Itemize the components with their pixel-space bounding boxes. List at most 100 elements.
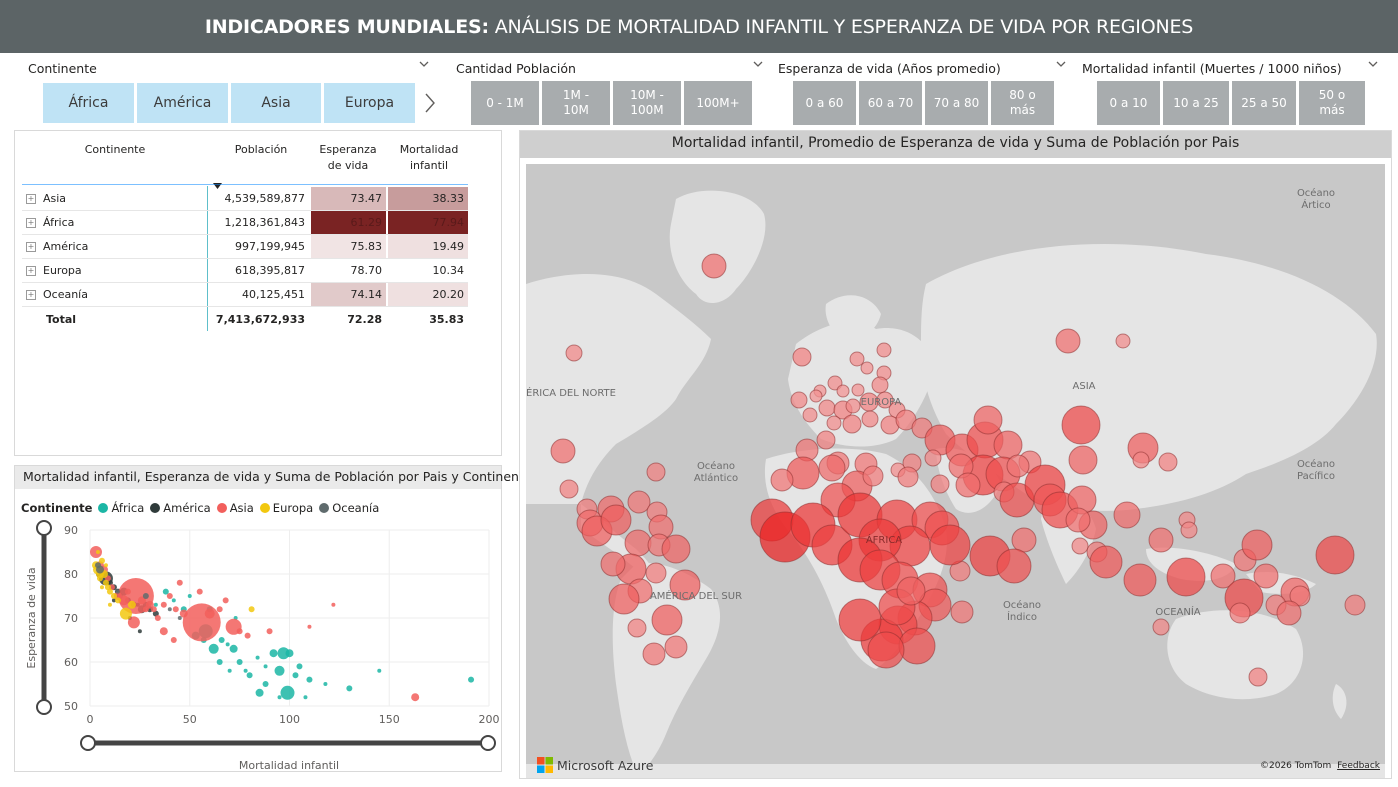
matrix-header-poblacion[interactable]: Población xyxy=(234,143,288,156)
scatter-point[interactable] xyxy=(172,606,179,613)
legend-item[interactable]: América xyxy=(150,501,211,515)
map-bubble[interactable] xyxy=(608,583,640,615)
table-row[interactable]: + América xyxy=(26,235,206,258)
slicer-tile-africa[interactable]: África xyxy=(43,83,134,123)
map-bubble[interactable] xyxy=(1180,521,1198,539)
map-bubble[interactable] xyxy=(851,383,865,397)
slicer-tile-10m-100m[interactable]: 10M - 100M xyxy=(613,81,681,125)
scatter-point[interactable] xyxy=(346,685,353,692)
scatter-point[interactable] xyxy=(269,649,278,658)
expand-icon[interactable]: + xyxy=(26,242,36,252)
x-zoom-handle-right[interactable] xyxy=(480,735,496,751)
scatter-point[interactable] xyxy=(307,624,312,629)
scatter-point[interactable] xyxy=(331,602,336,607)
scatter-point[interactable] xyxy=(107,602,112,607)
scatter-point[interactable] xyxy=(244,632,251,639)
map-bubble[interactable] xyxy=(845,398,861,414)
scatter-point[interactable] xyxy=(208,643,219,654)
scatter-point[interactable] xyxy=(103,563,108,568)
scatter-point[interactable] xyxy=(411,693,420,702)
expand-icon[interactable]: + xyxy=(26,194,36,204)
map-bubble[interactable] xyxy=(1276,600,1302,626)
slicer-tile-25-50[interactable]: 25 a 50 xyxy=(1232,81,1296,125)
map-bubble[interactable] xyxy=(600,551,626,577)
map-bubble[interactable] xyxy=(627,490,651,514)
scatter-point[interactable] xyxy=(137,596,146,605)
map-bubble[interactable] xyxy=(898,627,936,665)
map-bubble[interactable] xyxy=(862,465,884,487)
scatter-point[interactable] xyxy=(306,676,313,683)
map-bubble[interactable] xyxy=(871,376,889,394)
map-bubble[interactable] xyxy=(1253,563,1279,589)
y-zoom-handle-bottom[interactable] xyxy=(36,699,52,715)
map-bubble[interactable] xyxy=(1152,618,1170,636)
map-bubble[interactable] xyxy=(816,430,836,450)
scatter-point[interactable] xyxy=(106,588,113,595)
scatter-point[interactable] xyxy=(117,578,154,614)
scatter-point[interactable] xyxy=(225,642,230,647)
scatter-point[interactable] xyxy=(216,659,223,665)
scatter-point[interactable] xyxy=(162,588,169,595)
table-row[interactable]: + Asia xyxy=(26,187,206,210)
slicer-tile-80-plus[interactable]: 80 o más xyxy=(991,81,1054,125)
map-bubble[interactable] xyxy=(826,415,842,431)
map-bubble[interactable] xyxy=(565,344,583,362)
scatter-point[interactable] xyxy=(255,688,264,697)
scatter-point[interactable] xyxy=(218,637,225,643)
scatter-point[interactable] xyxy=(263,664,268,669)
scatter-point[interactable] xyxy=(229,644,238,653)
scatter-point[interactable] xyxy=(160,601,167,608)
scatter-point[interactable] xyxy=(114,597,121,604)
chevron-down-icon[interactable] xyxy=(418,58,430,73)
expand-icon[interactable]: + xyxy=(26,290,36,300)
map-bubble[interactable] xyxy=(1132,451,1150,469)
map-bubble[interactable] xyxy=(929,524,971,566)
scatter-point[interactable] xyxy=(222,597,229,604)
map-bubble[interactable] xyxy=(1166,557,1206,597)
scatter-point[interactable] xyxy=(142,593,149,599)
map-bubble[interactable] xyxy=(646,462,666,482)
scatter-point[interactable] xyxy=(377,668,382,673)
scatter-point[interactable] xyxy=(277,695,282,700)
scatter-point[interactable] xyxy=(277,647,290,660)
scatter-point[interactable] xyxy=(166,593,173,599)
map-bubble[interactable] xyxy=(950,600,974,624)
map-bubble[interactable] xyxy=(790,391,808,409)
map-canvas[interactable]: Océano Ártico ÉRICA DEL NORTE ASIA EUROP… xyxy=(526,164,1385,778)
scatter-point[interactable] xyxy=(95,550,100,554)
expand-icon[interactable]: + xyxy=(26,266,36,276)
map-bubble[interactable] xyxy=(876,391,894,409)
legend-item[interactable]: Asia xyxy=(216,501,254,515)
map-bubble[interactable] xyxy=(1055,328,1081,354)
scatter-point[interactable] xyxy=(171,598,176,603)
map-bubble[interactable] xyxy=(996,548,1032,584)
map-bubble[interactable] xyxy=(651,604,683,636)
map-bubble[interactable] xyxy=(701,253,727,279)
scatter-point[interactable] xyxy=(182,603,221,642)
slicer-tile-america[interactable]: América xyxy=(137,83,228,123)
chevron-right-icon[interactable] xyxy=(423,92,437,118)
map-bubble[interactable] xyxy=(624,529,652,557)
map-bubble[interactable] xyxy=(1123,563,1157,597)
scatter-point[interactable] xyxy=(292,672,299,679)
scatter-point[interactable] xyxy=(177,616,182,620)
map-bubble[interactable] xyxy=(1248,667,1268,687)
scatter-point[interactable] xyxy=(176,579,183,586)
scatter-point[interactable] xyxy=(98,557,105,564)
map-bubble[interactable] xyxy=(550,438,576,464)
chevron-down-icon[interactable] xyxy=(752,58,764,73)
scatter-point[interactable] xyxy=(110,593,117,599)
map-graphic[interactable] xyxy=(526,164,1385,778)
table-row[interactable]: + Europa xyxy=(26,259,206,282)
scatter-point[interactable] xyxy=(154,615,161,621)
map-bubble[interactable] xyxy=(842,414,862,434)
map-bubble[interactable] xyxy=(1113,501,1141,529)
map-bubble[interactable] xyxy=(818,454,846,482)
feedback-link[interactable]: Feedback xyxy=(1337,761,1380,771)
map-bubble[interactable] xyxy=(642,642,666,666)
scatter-point[interactable] xyxy=(262,681,269,687)
expand-icon[interactable]: + xyxy=(26,218,36,228)
scatter-point[interactable] xyxy=(243,668,248,673)
scatter-point[interactable] xyxy=(115,589,120,594)
scatter-point[interactable] xyxy=(303,695,308,700)
